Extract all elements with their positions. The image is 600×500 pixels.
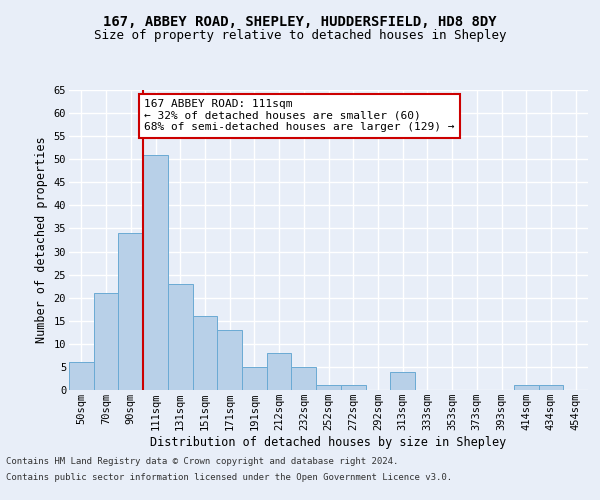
- Bar: [292, 367, 316, 390]
- Bar: [242, 367, 267, 390]
- Bar: [193, 316, 217, 390]
- Bar: [69, 362, 94, 390]
- Y-axis label: Number of detached properties: Number of detached properties: [35, 136, 48, 344]
- Bar: [118, 233, 143, 390]
- Bar: [267, 353, 292, 390]
- Text: Contains public sector information licensed under the Open Government Licence v3: Contains public sector information licen…: [6, 472, 452, 482]
- X-axis label: Distribution of detached houses by size in Shepley: Distribution of detached houses by size …: [151, 436, 506, 449]
- Bar: [94, 293, 118, 390]
- Text: Size of property relative to detached houses in Shepley: Size of property relative to detached ho…: [94, 28, 506, 42]
- Text: 167 ABBEY ROAD: 111sqm
← 32% of detached houses are smaller (60)
68% of semi-det: 167 ABBEY ROAD: 111sqm ← 32% of detached…: [145, 99, 455, 132]
- Bar: [168, 284, 193, 390]
- Bar: [341, 386, 365, 390]
- Bar: [316, 386, 341, 390]
- Text: 167, ABBEY ROAD, SHEPLEY, HUDDERSFIELD, HD8 8DY: 167, ABBEY ROAD, SHEPLEY, HUDDERSFIELD, …: [103, 16, 497, 30]
- Text: Contains HM Land Registry data © Crown copyright and database right 2024.: Contains HM Land Registry data © Crown c…: [6, 458, 398, 466]
- Bar: [539, 386, 563, 390]
- Bar: [143, 154, 168, 390]
- Bar: [217, 330, 242, 390]
- Bar: [514, 386, 539, 390]
- Bar: [390, 372, 415, 390]
